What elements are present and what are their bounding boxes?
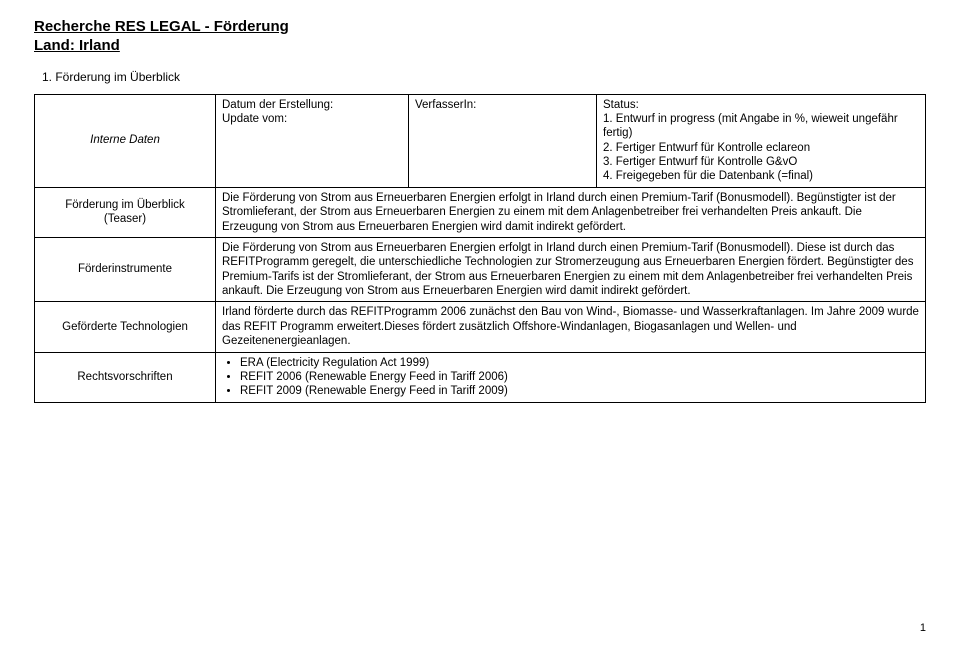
list-item: ERA (Electricity Regulation Act 1999)	[240, 356, 919, 370]
title-line-2: Land: Irland	[34, 37, 926, 56]
instrumente-label-cell: Förderinstrumente	[35, 237, 216, 302]
page-number: 1	[920, 622, 926, 634]
teaser-label-cell: Förderung im Überblick (Teaser)	[35, 187, 216, 237]
date-updated-label: Update vom:	[222, 112, 402, 126]
metadata-label-cell: Interne Daten	[35, 94, 216, 187]
content-table: Förderung im Überblick (Teaser) Die Förd…	[34, 187, 926, 403]
section-heading: 1. Förderung im Überblick	[42, 70, 926, 84]
metadata-table: Interne Daten Datum der Erstellung: Upda…	[34, 94, 926, 188]
status-item-3: 3. Fertiger Entwurf für Kontrolle G&vO	[603, 155, 919, 169]
status-heading: Status:	[603, 98, 919, 112]
date-created-label: Datum der Erstellung:	[222, 98, 402, 112]
status-item-1: 1. Entwurf in progress (mit Angabe in %,…	[603, 112, 919, 141]
rechtsvorschriften-text-cell: ERA (Electricity Regulation Act 1999) RE…	[216, 352, 926, 402]
row-instrumente: Förderinstrumente Die Förderung von Stro…	[35, 237, 926, 302]
title-line-1: Recherche RES LEGAL - Förderung	[34, 18, 926, 37]
metadata-author-cell: VerfasserIn:	[409, 94, 597, 187]
status-item-4: 4. Freigegeben für die Datenbank (=final…	[603, 169, 919, 183]
metadata-status-cell: Status: 1. Entwurf in progress (mit Anga…	[597, 94, 926, 187]
page-root: Recherche RES LEGAL - Förderung Land: Ir…	[0, 0, 960, 648]
rechtsvorschriften-label-cell: Rechtsvorschriften	[35, 352, 216, 402]
technologien-label-cell: Geförderte Technologien	[35, 302, 216, 352]
teaser-text-cell: Die Förderung von Strom aus Erneuerbaren…	[216, 187, 926, 237]
metadata-row: Interne Daten Datum der Erstellung: Upda…	[35, 94, 926, 187]
teaser-label-line1: Förderung im Überblick	[41, 198, 209, 212]
instrumente-text-cell: Die Förderung von Strom aus Erneuerbaren…	[216, 237, 926, 302]
list-item: REFIT 2006 (Renewable Energy Feed in Tar…	[240, 370, 919, 384]
teaser-label-line2: (Teaser)	[41, 212, 209, 226]
metadata-dates-cell: Datum der Erstellung: Update vom:	[216, 94, 409, 187]
rechtsvorschriften-list: ERA (Electricity Regulation Act 1999) RE…	[240, 356, 919, 399]
page-title: Recherche RES LEGAL - Förderung Land: Ir…	[34, 18, 926, 56]
list-item: REFIT 2009 (Renewable Energy Feed in Tar…	[240, 384, 919, 398]
row-teaser: Förderung im Überblick (Teaser) Die Förd…	[35, 187, 926, 237]
row-rechtsvorschriften: Rechtsvorschriften ERA (Electricity Regu…	[35, 352, 926, 402]
technologien-text-cell: Irland förderte durch das REFITProgramm …	[216, 302, 926, 352]
status-item-2: 2. Fertiger Entwurf für Kontrolle eclare…	[603, 141, 919, 155]
author-label: VerfasserIn:	[415, 98, 590, 112]
row-technologien: Geförderte Technologien Irland förderte …	[35, 302, 926, 352]
